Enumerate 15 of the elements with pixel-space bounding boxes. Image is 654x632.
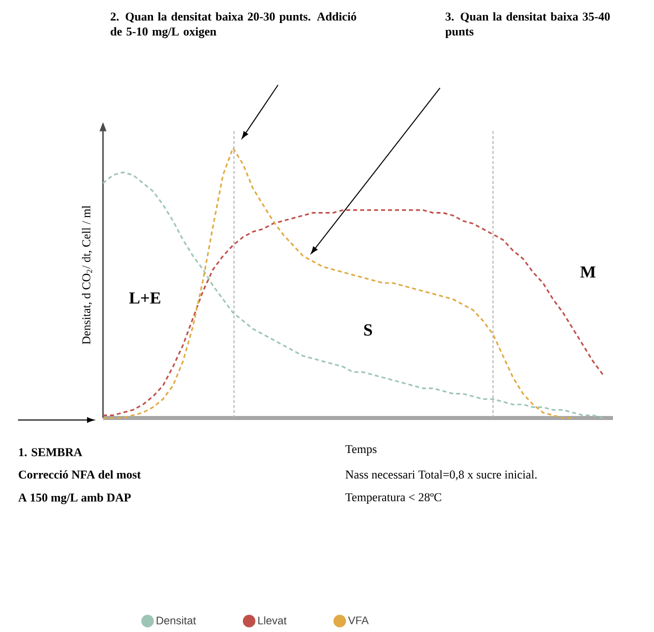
x-axis-title: Temps	[345, 445, 376, 456]
y-axis-title: Densitat, d CO$_{2}$/ dt, Cell / ml	[82, 206, 92, 344]
legend-label: Densitat	[156, 616, 196, 624]
text: Correcció NFA del most	[18, 470, 141, 479]
text: Temperatura < 28ºC	[345, 493, 442, 504]
annotation: M	[580, 266, 596, 278]
legend-label: Llevat	[258, 616, 287, 624]
text: A 150 mg/L amb DAP	[18, 493, 131, 504]
legend-label: VFA	[348, 616, 369, 624]
text: 1. SEMBRA	[19, 448, 82, 456]
text: Nass necessari Total=0,8 x sucre inicial.	[346, 470, 537, 480]
text: 3. Quan la densitat baixa 35-40 punts	[445, 12, 610, 38]
text: 2. Quan la densitat baixa 20-30 punts. Addició de 5-10 mg/L oxigen	[110, 12, 356, 38]
annotation: L+E	[129, 292, 160, 304]
annotation: S	[364, 324, 372, 336]
